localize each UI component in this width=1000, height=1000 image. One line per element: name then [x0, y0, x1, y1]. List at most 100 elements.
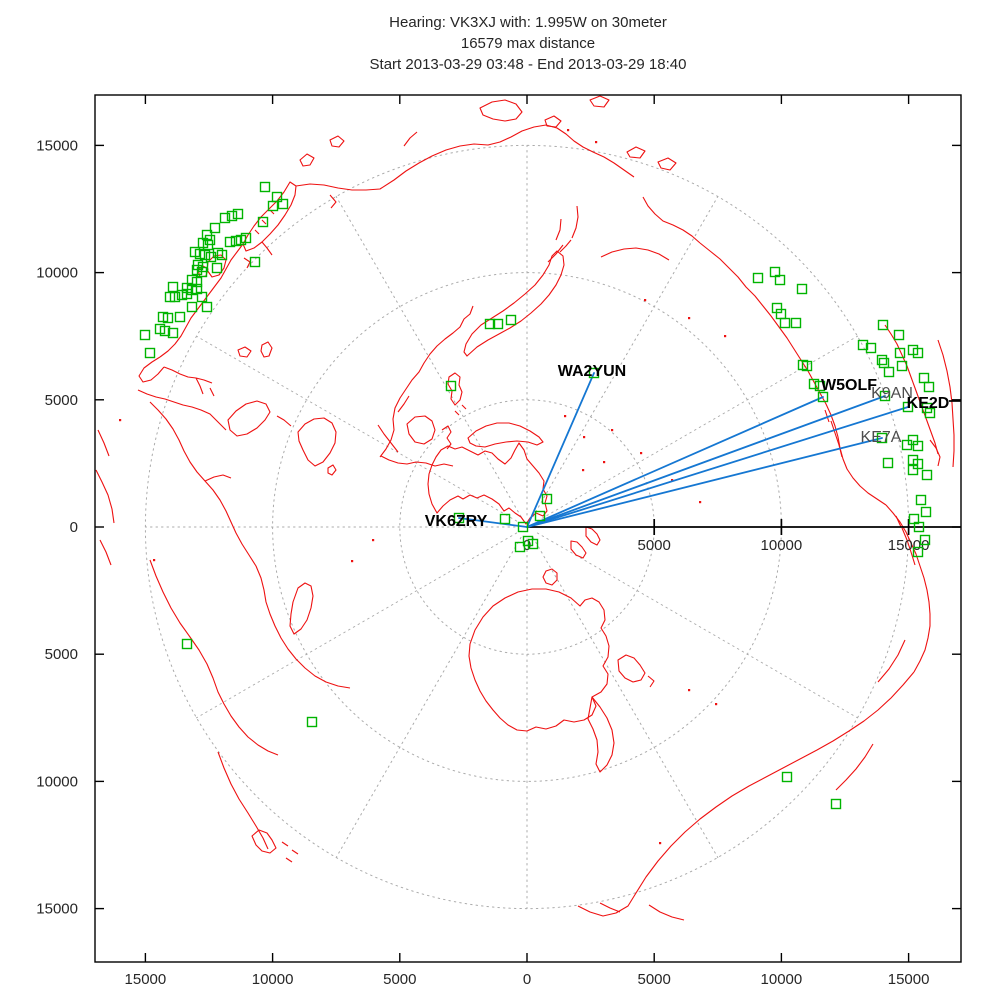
- plot-title-line2: 16579 max distance: [460, 35, 596, 52]
- spot-marker-93: [919, 534, 931, 546]
- spot-marker-6: [232, 208, 244, 220]
- spot-marker-46: [159, 325, 171, 337]
- coastline-segment-23: [626, 146, 646, 159]
- spot-marker-31: [167, 281, 179, 293]
- coastline-segment-28: [243, 241, 273, 269]
- coastline-segment-43: [95, 429, 115, 566]
- spot-marker-58: [877, 319, 889, 331]
- spot-marker-7: [257, 216, 269, 228]
- coastline-segment-35: [237, 346, 252, 358]
- ytick-label-2: 5000: [45, 392, 78, 409]
- grid-radial-210deg: [196, 335, 518, 522]
- xtick-label-4: 5000: [638, 971, 671, 988]
- coastline-segment-14: [555, 218, 572, 253]
- spot-marker-14: [240, 232, 252, 244]
- coastline-segment-24: [657, 157, 677, 171]
- spot-marker-111: [830, 798, 842, 810]
- spot-marker-106: [514, 541, 526, 553]
- islet-dot-5: [640, 452, 643, 455]
- coastline-segment-40: [149, 401, 351, 689]
- spot-marker-57: [790, 317, 802, 329]
- spot-marker-28: [211, 262, 223, 274]
- bearing-line-W5OLF: [526, 396, 824, 528]
- spot-marker-38: [181, 288, 193, 300]
- coastline-segment-5: [380, 455, 454, 467]
- coastline-segment-18: [299, 153, 315, 167]
- spot-marker-40: [186, 301, 198, 313]
- coastline-segment-13: [463, 250, 565, 357]
- coastline-segment-15: [547, 205, 579, 263]
- xtick-label-2: 5000: [383, 971, 416, 988]
- coastline-segment-59: [617, 654, 655, 688]
- bearing-line-K9AN: [526, 395, 886, 528]
- islet-dot-4: [611, 429, 614, 432]
- spot-marker-75: [817, 391, 829, 403]
- coastline-segment-10: [454, 404, 467, 416]
- coastline-segment-20: [479, 99, 523, 122]
- coastline-segment-0: [427, 442, 548, 525]
- islet-dot-2: [603, 461, 606, 464]
- spot-marker-43: [162, 312, 174, 324]
- islet-dot-19: [119, 419, 122, 422]
- station-label-W5OLF: W5OLF: [821, 377, 877, 394]
- spot-marker-56: [779, 317, 791, 329]
- spot-marker-83: [912, 440, 924, 452]
- islet-dot-1: [583, 436, 586, 439]
- coastline-segment-36: [260, 341, 273, 358]
- coastline-segment-1: [542, 568, 558, 586]
- bearing-line-KE2D: [526, 406, 909, 528]
- coastline-segment-55: [877, 639, 906, 683]
- grid-radial-330deg: [536, 335, 858, 522]
- spot-marker-11: [224, 236, 236, 248]
- coastline-segment-42: [289, 582, 314, 635]
- spot-marker-98: [445, 380, 457, 392]
- xtick-label-0: 15000: [125, 971, 167, 988]
- coastline-segment-45: [251, 829, 299, 863]
- grid-radial-30deg: [536, 532, 858, 719]
- spot-marker-60: [865, 342, 877, 354]
- coastline-segment-6: [377, 424, 399, 453]
- coastline-segment-9: [447, 372, 463, 406]
- coastline-segment-41: [149, 559, 279, 756]
- coastline-segment-46: [699, 242, 887, 506]
- coastline-segment-38: [276, 415, 337, 467]
- spot-marker-44: [174, 311, 186, 323]
- coastline-segment-8: [441, 425, 452, 450]
- grid-radial-60deg: [532, 536, 719, 858]
- spot-marker-87: [882, 457, 894, 469]
- spot-markers: [139, 181, 936, 810]
- plot-border-rect: [94, 94, 962, 963]
- spot-marker-3: [277, 198, 289, 210]
- spot-marker-74: [923, 381, 935, 393]
- coastline-segment-16: [295, 124, 635, 191]
- spot-marker-90: [920, 506, 932, 518]
- ytick-label-6: 15000: [36, 901, 78, 918]
- spot-marker-99: [588, 367, 600, 379]
- islet-dot-13: [351, 560, 354, 563]
- bearing-line-VK6ZRY: [458, 517, 528, 528]
- spot-marker-95: [484, 318, 496, 330]
- spot-marker-77: [902, 401, 914, 413]
- spot-marker-97: [505, 314, 517, 326]
- spot-marker-67: [883, 366, 895, 378]
- islet-dot-10: [688, 689, 691, 692]
- coastline-segment-56: [835, 743, 874, 791]
- spot-marker-92: [913, 521, 925, 533]
- coastline-segment-34: [137, 389, 227, 431]
- bearing-lines: [458, 372, 909, 528]
- coastline-segment-17: [329, 194, 337, 209]
- polar-axis-label-5000: 5000: [638, 537, 671, 554]
- coastline-segment-22: [589, 95, 610, 108]
- xtick-label-6: 15000: [888, 971, 930, 988]
- plot-title-line3: Start 2013-03-29 03:48 - End 2013-03-29 …: [369, 56, 687, 73]
- plot-border: [94, 94, 962, 963]
- islet-dot-15: [595, 141, 598, 144]
- station-label-KE2D: KE2D: [907, 395, 950, 412]
- ytick-label-4: 5000: [45, 646, 78, 663]
- islet-dot-7: [644, 299, 647, 302]
- coastline-segment-21: [544, 115, 562, 128]
- coastline-segment-49: [600, 247, 670, 261]
- grid-radial-150deg: [196, 532, 518, 719]
- ytick-label-3: 0: [70, 519, 78, 536]
